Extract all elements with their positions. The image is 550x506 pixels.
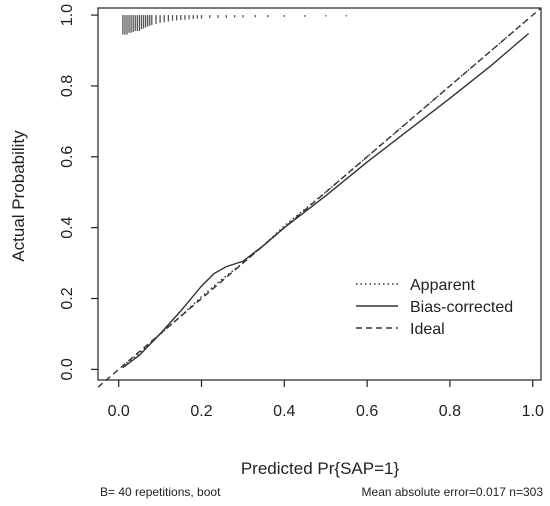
x-tick-label: 0.2 — [190, 403, 212, 420]
legend-label-ideal: Ideal — [410, 321, 445, 338]
y-tick-label: 0.4 — [59, 216, 76, 238]
series-lines — [97, 7, 542, 388]
x-tick-label: 0.4 — [273, 403, 295, 420]
plot-frame — [97, 7, 542, 381]
footer-left: B= 40 repetitions, boot — [100, 485, 221, 499]
y-axis-title: Actual Probability — [9, 130, 28, 262]
y-tick-label: 0.0 — [59, 358, 76, 380]
x-axis-title: Predicted Pr{SAP=1} — [241, 459, 400, 478]
footer-right: Mean absolute error=0.017 n=303 — [362, 485, 544, 499]
legend-label-apparent: Apparent — [410, 277, 475, 294]
x-tick-label: 0.6 — [356, 403, 378, 420]
y-tick-label: 0.6 — [59, 146, 76, 168]
x-tick-label: 0.0 — [108, 403, 130, 420]
axis-ticks: 0.0 0.2 0.4 0.6 0.8 1.0 0.0 0.2 0.4 0.6 0.8 1.0 — [59, 4, 544, 420]
series-line-bias-corrected — [122, 32, 530, 369]
y-tick-label: 0.8 — [59, 75, 76, 97]
rug-marks — [122, 15, 348, 35]
x-tick-label: 0.8 — [439, 403, 461, 420]
legend: Apparent Bias-corrected Ideal — [356, 277, 513, 338]
x-tick-label: 1.0 — [522, 403, 544, 420]
y-tick-label: 0.2 — [59, 287, 76, 309]
legend-label-bias-corrected: Bias-corrected — [410, 299, 513, 316]
series-line-ideal — [97, 7, 542, 388]
y-tick-label: 1.0 — [59, 4, 76, 26]
